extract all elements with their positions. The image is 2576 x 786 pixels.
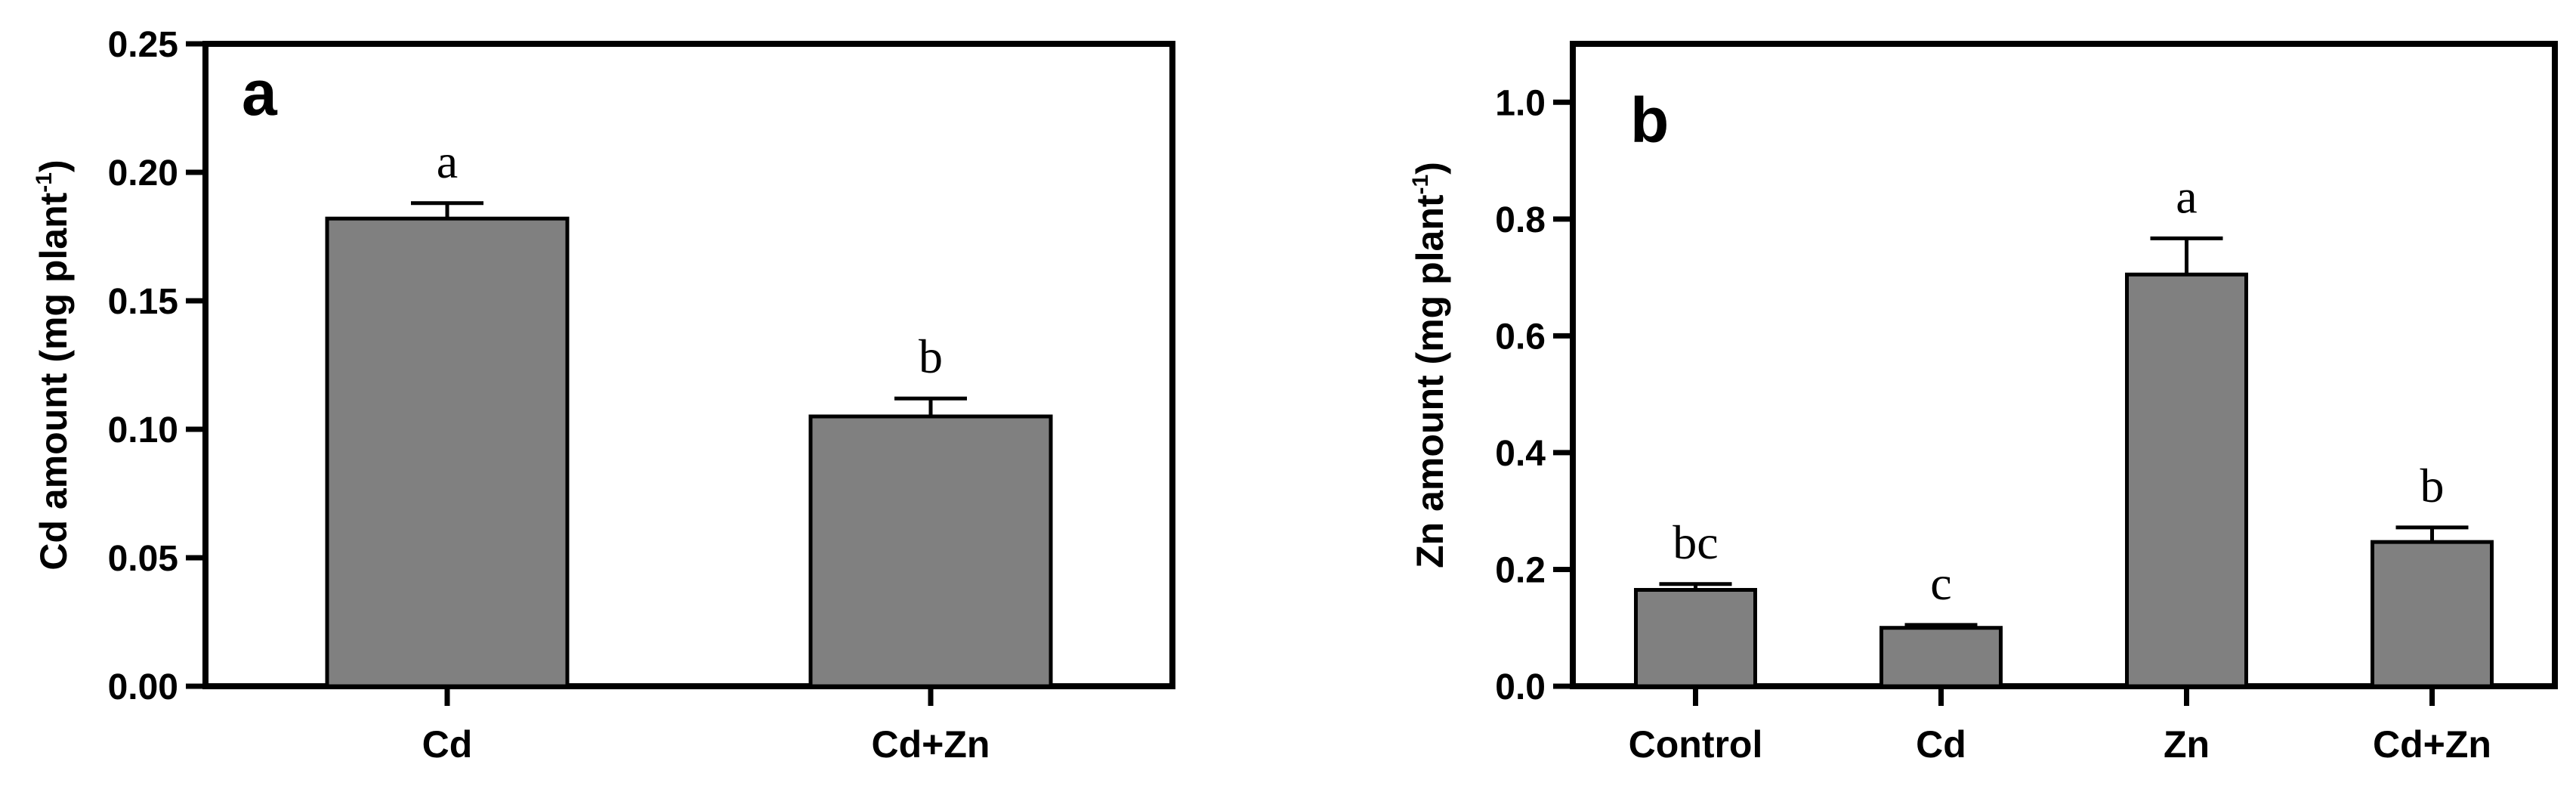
panel-label-a: a <box>242 57 278 128</box>
bar <box>2125 272 2248 689</box>
significance-label: c <box>1930 556 1951 610</box>
y-tick-label: 0.20 <box>108 153 178 193</box>
significance-label: bc <box>1673 515 1718 569</box>
bar <box>1879 626 2003 689</box>
y-axis-title-b: Zn amount (mg plant-1) <box>1408 162 1451 568</box>
y-tick-label: 0.0 <box>1495 667 1546 707</box>
y-tick-label: 0.05 <box>108 539 178 579</box>
bar <box>1634 588 1757 689</box>
y-tick-label: 0.00 <box>108 667 178 707</box>
x-tick-label: Zn <box>2164 723 2210 766</box>
y-tick-label: 0.4 <box>1495 434 1546 474</box>
significance-label: a <box>437 135 458 188</box>
y-tick-label: 1.0 <box>1495 83 1546 123</box>
y-axis-ticks-b: 0.0 0.2 0.4 0.6 0.8 1.0 <box>1495 83 1573 707</box>
bar <box>808 414 1053 689</box>
panel-label-b: b <box>1630 85 1669 156</box>
y-axis-ticks-a: 0.00 0.05 0.10 0.15 0.20 0.25 <box>108 25 205 707</box>
plot-frame-b <box>1570 41 2558 689</box>
y-tick-label: 0.8 <box>1495 200 1546 240</box>
significance-label: b <box>2420 459 2445 512</box>
x-axis-labels-a: Cd Cd+Zn <box>422 686 990 766</box>
bars-a: ab <box>325 135 1053 689</box>
y-tick-label: 0.6 <box>1495 317 1546 357</box>
y-tick-label: 0.15 <box>108 282 178 322</box>
x-tick-label: Cd+Zn <box>2373 723 2491 766</box>
x-tick-label: Cd <box>1916 723 1966 766</box>
significance-label: a <box>2176 169 2197 223</box>
y-tick-label: 0.10 <box>108 410 178 450</box>
bar <box>2371 540 2494 689</box>
y-tick-label: 0.2 <box>1495 550 1546 590</box>
significance-label: b <box>919 330 943 383</box>
x-axis-labels-b: Control Cd Zn Cd+Zn <box>1629 686 2491 766</box>
plot-frame-a <box>202 41 1175 689</box>
x-tick-label: Control <box>1629 723 1763 766</box>
panel-b: 0.0 0.2 0.4 0.6 0.8 1.0 bc c a b Control Cd Zn Cd+Z… <box>1408 41 2558 766</box>
bar <box>325 216 570 689</box>
x-tick-label: Cd+Zn <box>872 723 990 766</box>
y-tick-label: 0.25 <box>108 25 178 65</box>
panel-a: 0.000.050.100.150.200.25 ab Cd Cd+Zn a Cd… <box>32 25 1175 766</box>
bars-b: bc c a b <box>1634 169 2494 689</box>
y-axis-title-a: Cd amount (mg plant-1) <box>32 159 75 570</box>
x-tick-label: Cd <box>422 723 473 766</box>
